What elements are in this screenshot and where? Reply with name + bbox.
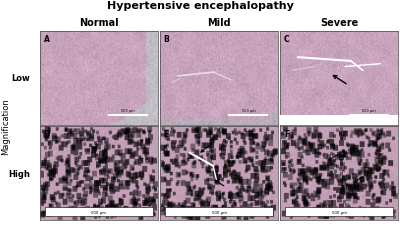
- Text: F: F: [284, 130, 289, 139]
- Text: Mild: Mild: [207, 18, 231, 28]
- Text: Magnification: Magnification: [2, 98, 10, 154]
- Bar: [45, 207, 153, 217]
- Text: D: D: [44, 130, 50, 139]
- Polygon shape: [280, 116, 398, 125]
- Text: 500 μm: 500 μm: [91, 210, 106, 214]
- Text: 500 μm: 500 μm: [122, 108, 135, 112]
- Text: A: A: [44, 35, 50, 44]
- Text: C: C: [284, 35, 290, 44]
- Text: B: B: [164, 35, 170, 44]
- Text: 500 μm: 500 μm: [362, 108, 375, 112]
- Bar: [165, 207, 273, 217]
- Text: Low: Low: [11, 74, 30, 83]
- Bar: [285, 207, 393, 217]
- Text: 500 μm: 500 μm: [242, 108, 255, 112]
- Text: 500 μm: 500 μm: [212, 210, 226, 214]
- Text: 500 μm: 500 μm: [332, 210, 347, 214]
- Text: E: E: [164, 130, 169, 139]
- Text: Severe: Severe: [320, 18, 358, 28]
- Text: High: High: [8, 169, 30, 178]
- Text: Normal: Normal: [79, 18, 119, 28]
- Text: Hypertensive encephalopathy: Hypertensive encephalopathy: [106, 1, 294, 11]
